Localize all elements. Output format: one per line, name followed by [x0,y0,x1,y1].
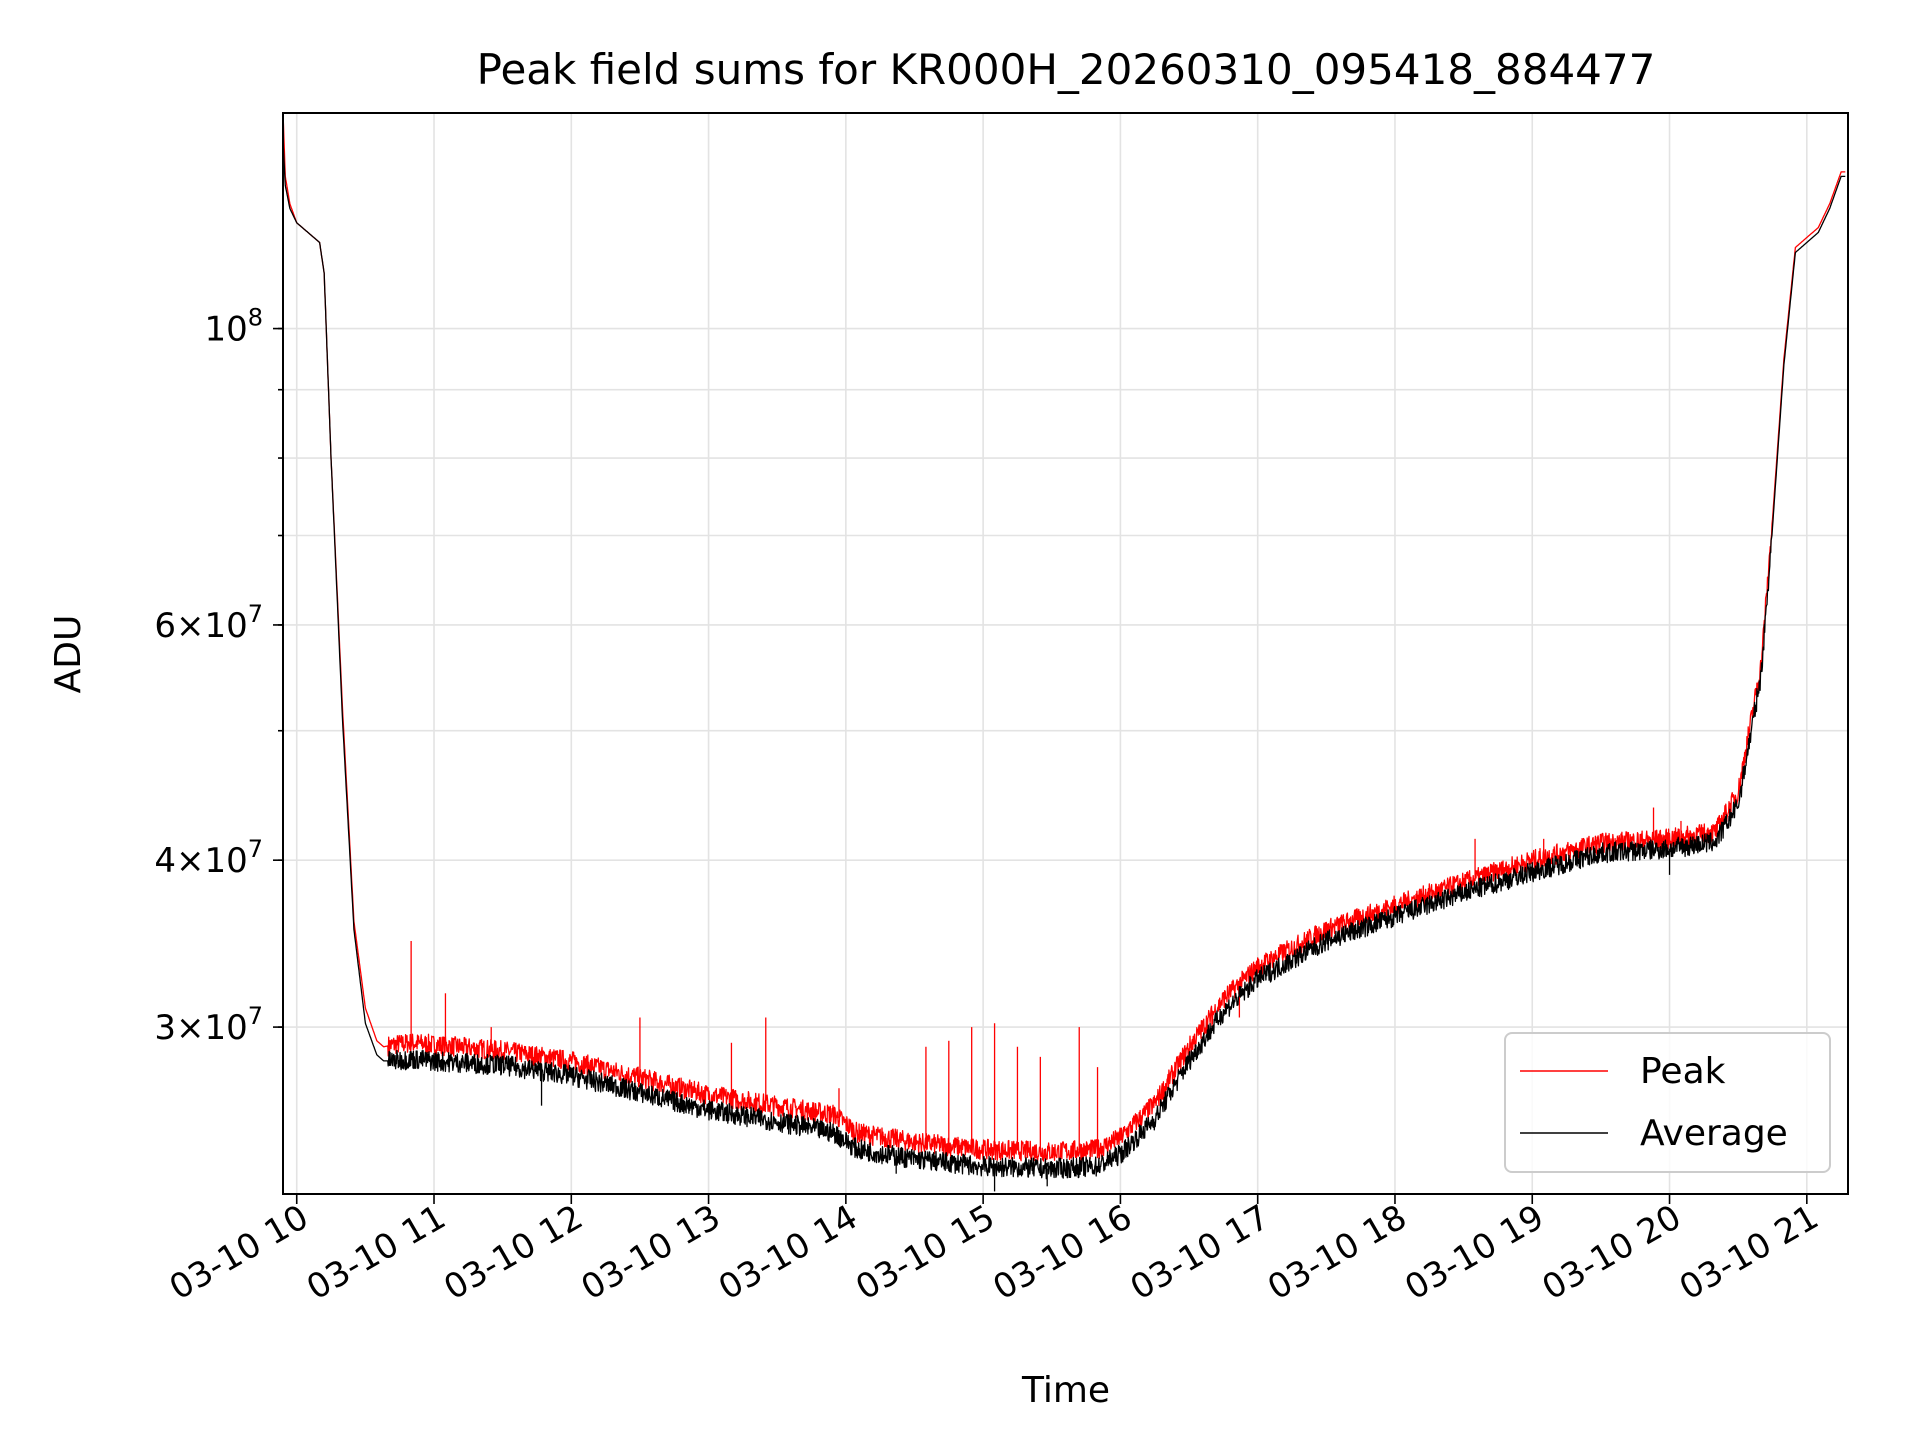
y-tick-label: 4×107 [154,835,263,881]
y-tick-label: 3×107 [154,1002,263,1048]
legend: Peak Average [1504,1032,1831,1173]
x-axis-label: Time [1021,1370,1110,1411]
plot-area-frame [282,112,1849,1195]
chart-title: Peak field sums for KR000H_20260310_0954… [477,45,1656,94]
y-tick-label: 6×107 [154,600,263,646]
legend-average-label: Average [1640,1113,1788,1154]
legend-box [1504,1032,1831,1173]
legend-peak-label: Peak [1640,1051,1726,1092]
grid [283,113,1848,1194]
peak-series-line [282,112,1846,1162]
y-tick-label: 108 [204,304,263,350]
average-series-line [282,141,1846,1180]
y-axis: 108 6×107 4×107 3×107 [154,304,283,1048]
series-lines [282,112,1846,1192]
y-axis-label: ADU [48,615,89,694]
